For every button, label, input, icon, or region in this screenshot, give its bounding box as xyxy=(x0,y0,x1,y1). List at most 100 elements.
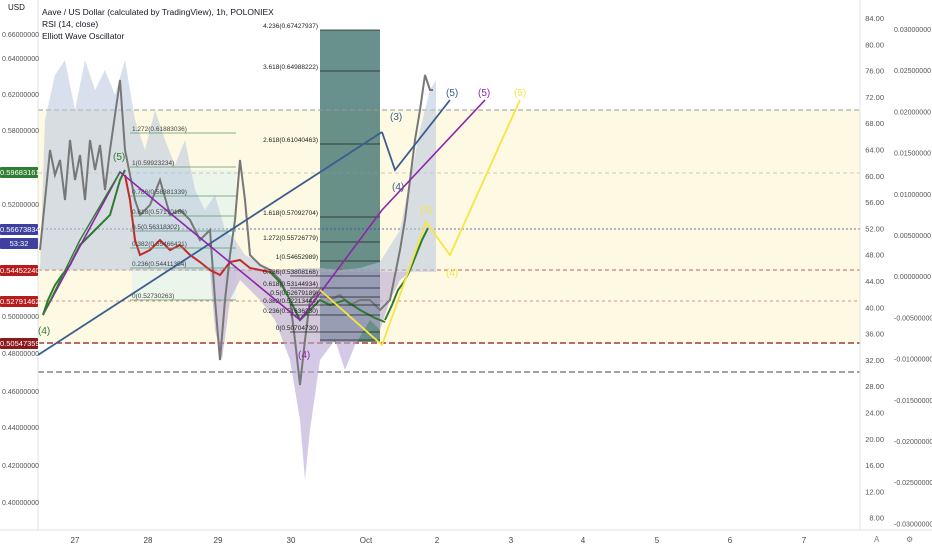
price-tick-label: 0.48000000 xyxy=(2,351,39,358)
rsi-tick-label: 60.00 xyxy=(865,172,884,181)
fib-label-left: 1(0.59923234) xyxy=(132,160,174,167)
fib-label-right: 0.618(0.53144934) xyxy=(263,281,318,288)
ewo-tick-label: -0.01500000 xyxy=(894,398,932,405)
rsi-tick-label: 68.00 xyxy=(865,119,884,128)
rsi-tick-label: 32.00 xyxy=(865,356,884,365)
wave-label: (3) xyxy=(390,112,402,123)
wave-blue[interactable] xyxy=(381,99,451,172)
rsi-tick-label: 44.00 xyxy=(865,277,884,286)
trendline-blue[interactable] xyxy=(37,131,383,356)
time-tick-label: 29 xyxy=(214,536,223,545)
fib-label-left: 1.272(0.61883036) xyxy=(132,126,187,133)
fib-levels-right xyxy=(290,29,380,341)
time-tick-label: 4 xyxy=(581,536,586,545)
price-tag: 0.59683161 xyxy=(0,167,40,178)
ewo-tick-label: 0.03000000 xyxy=(894,27,931,34)
time-tick-label: 7 xyxy=(802,536,807,545)
wave-green[interactable] xyxy=(42,171,121,316)
time-tick-label: Oct xyxy=(360,536,373,545)
price-tick-label: 0.62000000 xyxy=(2,92,39,99)
price-tick-label: 0.58000000 xyxy=(2,128,39,135)
rsi-tick-label: 84.00 xyxy=(865,14,884,23)
settings-icon[interactable]: ⚙ xyxy=(906,535,914,544)
fib-label-right: 1(0.54652989) xyxy=(276,254,318,261)
wave-label: (5) xyxy=(446,88,458,99)
ewo-tick-label: 0.00000000 xyxy=(894,274,931,281)
fib-labels-right: 4.236(0.67427937) 3.618(0.64988222) 2.618(… xyxy=(263,23,318,332)
price-tick-label: 0.42000000 xyxy=(2,463,39,470)
rsi-tick-label: 76.00 xyxy=(865,67,884,76)
wave-label: (4) xyxy=(38,326,50,337)
wave-yellow[interactable] xyxy=(319,99,521,347)
legend-title: Aave / US Dollar (calculated by TradingV… xyxy=(42,7,274,17)
fib-label-right: 0.5(0.52679189) xyxy=(270,290,318,297)
fib-label-right: 1.272(0.55726779) xyxy=(263,235,318,242)
fib-labels-left: 1.272(0.61883036) 1(0.59923234) 0.786(0.58… xyxy=(132,126,187,300)
ewo-tick-label: -0.00500000 xyxy=(894,315,932,322)
legend-rsi: RSI (14, close) xyxy=(42,19,99,29)
rsi-axis: 84.00 80.00 76.00 72.00 68.00 64.00 60.00 56.00… xyxy=(865,14,884,523)
price-tag: 0.50547359 xyxy=(0,338,40,349)
fib-levels-left xyxy=(130,132,236,301)
time-tick-label: 28 xyxy=(144,536,153,545)
price-tag: 0.56673834 xyxy=(0,224,40,235)
fib-label-right: 0(0.50704730) xyxy=(276,325,318,332)
time-tick-label: 30 xyxy=(287,536,296,545)
fib-label-right: 0.786(0.53808168) xyxy=(263,269,318,276)
rsi-tick-label: 48.00 xyxy=(865,251,884,260)
fib-label-right: 4.236(0.67427937) xyxy=(263,23,318,30)
time-tick-label: 27 xyxy=(71,536,80,545)
rsi-area-upper xyxy=(40,60,436,272)
price-tag: 0.52791462 xyxy=(0,296,40,307)
ewo-tick-label: -0.02000000 xyxy=(894,439,932,446)
ewo-tick-label: 0.01000000 xyxy=(894,192,931,199)
price-tick-label: 0.66000000 xyxy=(2,32,39,39)
wave-purple[interactable] xyxy=(42,99,486,322)
chart-legend: Aave / US Dollar (calculated by TradingV… xyxy=(42,6,274,42)
rsi-area-lower xyxy=(210,270,410,480)
fib-label-left: 0.786(0.58381339) xyxy=(132,189,187,196)
ewo-tick-label: 0.02000000 xyxy=(894,109,931,116)
rsi-tick-label: 36.00 xyxy=(865,330,884,339)
price-tick-label: 0.52000000 xyxy=(2,202,39,209)
price-tick-label: 0.64000000 xyxy=(2,56,39,63)
ewo-tick-label: 0.02500000 xyxy=(894,68,931,75)
price-tick-label: 0.46000000 xyxy=(2,389,39,396)
rsi-tick-label: 40.00 xyxy=(865,303,884,312)
rsi-line xyxy=(39,74,433,386)
rsi-tick-label: 80.00 xyxy=(865,40,884,49)
rsi-tick-label: 64.00 xyxy=(865,146,884,155)
fib-label-right: 0.382(0.52213444) xyxy=(263,298,318,305)
time-tick-label: 2 xyxy=(435,536,440,545)
rsi-tick-label: 16.00 xyxy=(865,461,884,470)
wave-label: (4) xyxy=(446,268,458,279)
wave-label: (5) xyxy=(113,152,125,163)
legend-ewo: Elliott Wave Oscillator xyxy=(42,31,125,41)
price-tag: 53:32 xyxy=(0,238,38,249)
rsi-tick-label: 52.00 xyxy=(865,224,884,233)
fib-label-right: 2.618(0.61040463) xyxy=(263,137,318,144)
ewo-tick-label: 0.00500000 xyxy=(894,233,931,240)
wave-label: (4) xyxy=(298,350,310,361)
time-tick-label: 6 xyxy=(728,536,733,545)
price-axis: 0.66000000 0.64000000 0.62000000 0.58000000… xyxy=(2,32,39,507)
price-tick-label: 0.50000000 xyxy=(2,314,39,321)
time-tick-label: 5 xyxy=(655,536,660,545)
rsi-tick-label: 24.00 xyxy=(865,409,884,418)
fib-label-left: 0(0.52730263) xyxy=(132,293,174,300)
fib-label-right: 1.618(0.57092704) xyxy=(263,210,318,217)
price-tick-label: 0.44000000 xyxy=(2,425,39,432)
fib-label-right: 3.618(0.64988222) xyxy=(263,64,318,71)
ewo-axis: 0.03000000 0.02500000 0.02000000 0.01500000… xyxy=(894,27,932,528)
rsi-tick-label: 12.00 xyxy=(865,487,884,496)
rsi-tick-label: 8.00 xyxy=(869,514,884,523)
price-tag: 0.54452240 xyxy=(0,265,40,276)
rsi-tick-label: 72.00 xyxy=(865,93,884,102)
auto-scale-button[interactable]: A xyxy=(874,535,880,544)
wave-label: (5) xyxy=(478,88,490,99)
ewo-tick-label: -0.02500000 xyxy=(894,480,932,487)
wave-label: (3) xyxy=(420,205,432,216)
rsi-tick-label: 56.00 xyxy=(865,198,884,207)
fib-label-left: 0.5(0.56318302) xyxy=(132,224,180,231)
